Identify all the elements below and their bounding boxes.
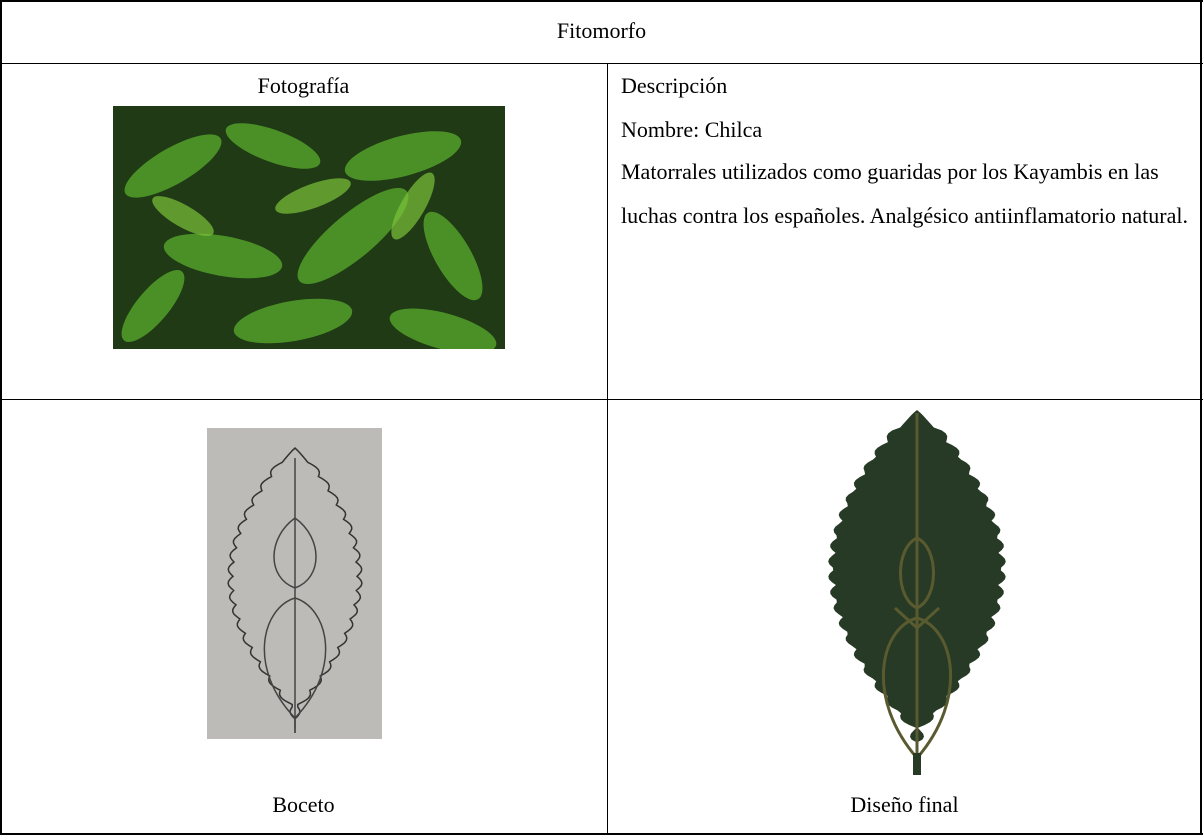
border	[0, 0, 2, 835]
table-title: Fitomorfo	[556, 18, 647, 43]
plant-name: Nombre: Chilca	[621, 117, 763, 142]
cell-label: Fotografía	[257, 73, 350, 98]
sketch	[207, 428, 382, 739]
final-leaf	[828, 410, 1006, 775]
cell-label: Diseño final	[850, 792, 959, 817]
description: Matorrales utilizados como guaridas por …	[621, 159, 1188, 228]
column-divider	[607, 63, 608, 835]
border	[0, 0, 1203, 2]
cell-label: Boceto	[272, 792, 335, 817]
border	[1200, 0, 1202, 835]
cell-label: Descripción	[621, 73, 728, 98]
row-divider	[0, 63, 1203, 64]
border	[0, 833, 1203, 835]
plant-photo	[113, 106, 505, 349]
row-divider	[0, 399, 1203, 400]
